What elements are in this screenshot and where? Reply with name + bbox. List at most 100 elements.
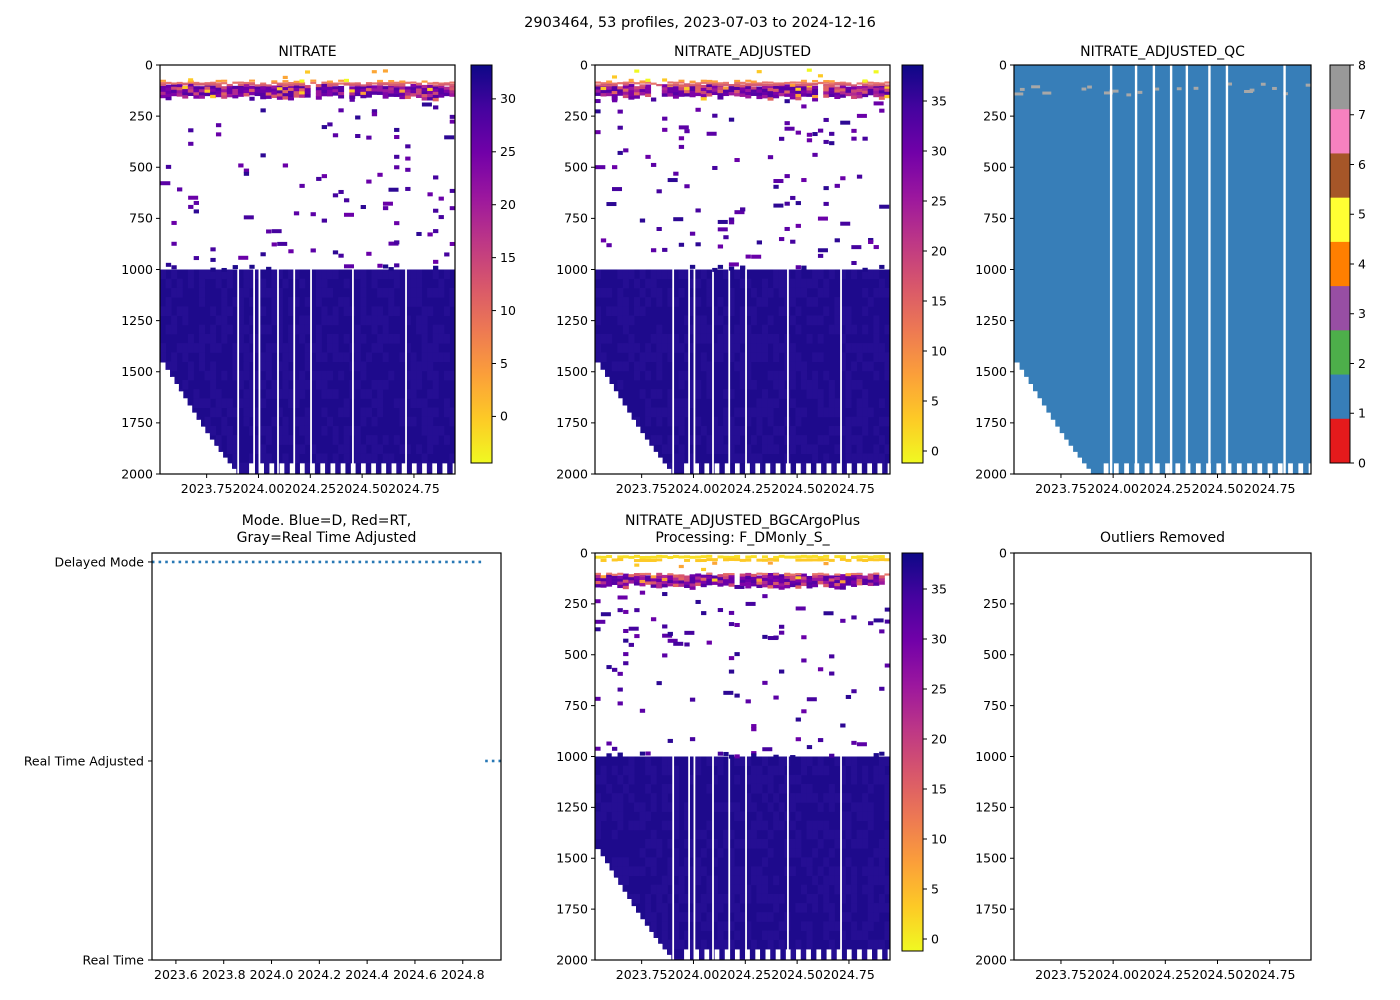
band-cell (288, 84, 294, 89)
band-cell (706, 93, 713, 97)
band-cell (645, 575, 652, 579)
missing-bottom-bin (694, 463, 699, 474)
surface-row-dash (778, 83, 785, 86)
band-cell (187, 89, 194, 93)
sparse-dash (795, 201, 801, 206)
deep-cell (427, 425, 434, 436)
band-cell (689, 586, 696, 590)
missing-bottom-bin (269, 463, 275, 474)
deep-cell (299, 379, 306, 390)
surface-row-dash (443, 82, 450, 85)
band-cell (628, 580, 635, 584)
sparse-dash (879, 751, 885, 756)
sparse-dash (377, 263, 383, 268)
surface-row-dash (812, 83, 819, 86)
band-cell (784, 578, 791, 583)
deep-cell (210, 389, 217, 399)
band-cell (750, 573, 757, 578)
deep-cell (226, 398, 233, 409)
band-cell (745, 92, 752, 96)
band-cell (695, 576, 702, 580)
deep-cell (165, 435, 172, 445)
y-tick-label: 750 (983, 211, 1007, 226)
band-cell (706, 83, 713, 88)
deep-cell (667, 783, 674, 794)
missing-bottom-bin (1257, 463, 1263, 474)
band-cell (232, 91, 239, 96)
x-tick-label: 2024.00 (1087, 967, 1139, 982)
deep-cell (377, 407, 384, 418)
band-cell (767, 585, 774, 589)
surface-row-dash (650, 555, 657, 559)
deep-cell (377, 333, 384, 344)
missing-bottom-bin (846, 463, 852, 474)
deep-cell (828, 875, 835, 886)
band-cell (354, 89, 361, 94)
deep-cell (237, 297, 244, 307)
surface-row-dash (611, 82, 618, 85)
band-cell (349, 89, 356, 93)
x-tick-label: 2023.75 (1035, 967, 1087, 982)
sparse-dash (801, 104, 807, 109)
deep-cell (427, 462, 434, 473)
deep-cell (661, 802, 668, 812)
deep-cell (700, 324, 707, 335)
surface-row-dash (165, 81, 172, 85)
band-cell (271, 94, 278, 99)
x-tick-label: 2023.8 (202, 967, 246, 982)
deep-cell (734, 802, 741, 812)
deep-cell (839, 765, 846, 776)
deep-cell (756, 416, 763, 427)
band-cell (432, 91, 439, 96)
sparse-dash (856, 742, 867, 747)
deep-cell (165, 297, 172, 307)
deep-cell (717, 939, 724, 950)
deep-cell (761, 435, 769, 445)
deep-cell (432, 407, 439, 418)
deep-cell (856, 407, 863, 418)
deep-cell (416, 462, 423, 473)
deep-cell (817, 315, 824, 326)
deep-cell (817, 407, 824, 418)
sparse-dash (712, 165, 718, 170)
band-cell (672, 574, 679, 578)
band-cell (839, 586, 846, 590)
surface-row-dash (700, 81, 707, 84)
deep-cell (867, 884, 874, 895)
deep-cell (237, 343, 244, 353)
sparse-dash (801, 178, 807, 183)
y-tick-label: Real Time (82, 952, 144, 967)
deep-cell (750, 379, 757, 390)
sparse-dash (662, 116, 668, 121)
band-cell (165, 87, 172, 92)
surface-row-dash (260, 82, 267, 85)
band-cell (711, 581, 718, 585)
cb-tick-label: 35 (931, 93, 947, 108)
surface-row-dash (176, 81, 183, 85)
deep-cell (421, 407, 428, 418)
band-cell (750, 583, 757, 587)
deep-cell (839, 793, 846, 803)
delayed-mode-dot (198, 560, 202, 564)
deep-cell (778, 379, 785, 390)
sparse-dash (394, 165, 400, 170)
surface-row-dash (711, 558, 718, 562)
deep-cell (873, 453, 880, 464)
panel-title-nitrate-adjusted-qc: NITRATE_ADJUSTED_QC (1080, 44, 1245, 60)
surface-row-dash (617, 82, 624, 85)
deep-cell (338, 407, 345, 418)
sparse-dash (667, 631, 673, 636)
deep-cell (862, 407, 869, 418)
deep-cell (171, 444, 178, 455)
band-cell (784, 585, 791, 589)
deep-cell (689, 379, 696, 390)
deep-cell (756, 866, 763, 877)
deep-cell (377, 398, 384, 409)
deep-cell (756, 811, 763, 822)
surface-row-dash (834, 573, 841, 576)
band-cell (656, 578, 663, 583)
surface-row-dash (349, 82, 356, 85)
deep-cell (617, 866, 624, 877)
deep-cell (856, 352, 863, 363)
